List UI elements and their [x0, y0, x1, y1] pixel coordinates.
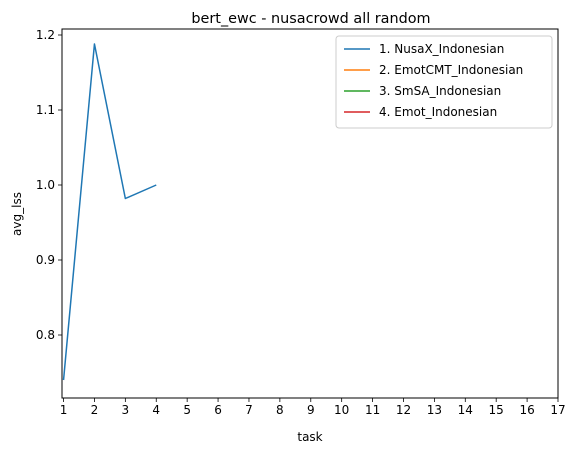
chart-title: bert_ewc - nusacrowd all random — [191, 11, 430, 27]
y-tick-label: 1.0 — [36, 178, 55, 192]
x-tick-label: 12 — [396, 403, 411, 417]
x-tick-label: 16 — [519, 403, 534, 417]
x-tick-label: 5 — [183, 403, 191, 417]
y-axis-label: avg_lss — [10, 192, 24, 236]
x-tick-label: 15 — [489, 403, 504, 417]
x-tick-label: 1 — [60, 403, 68, 417]
x-tick-label: 4 — [152, 403, 160, 417]
plot-group — [62, 43, 157, 381]
x-tick-label: 10 — [334, 403, 349, 417]
legend-entry-label: 3. SmSA_Indonesian — [379, 84, 501, 98]
y-tick-label: 1.2 — [36, 28, 55, 42]
legend: 1. NusaX_Indonesian 2. EmotCMT_Indonesian… — [335, 35, 553, 129]
y-tick-label: 0.9 — [36, 253, 55, 267]
legend-entry-label: 4. Emot_Indonesian — [379, 105, 497, 119]
x-axis-label: task — [297, 430, 322, 444]
x-tick-label: 13 — [427, 403, 442, 417]
x-tick-label: 7 — [245, 403, 253, 417]
x-tick-label: 8 — [276, 403, 284, 417]
x-axis-ticks: 1 2 3 4 5 6 7 8 9 10 11 12 13 14 15 16 17 — [60, 398, 566, 417]
y-tick-label: 1.1 — [36, 103, 55, 117]
legend-box — [335, 35, 553, 129]
x-tick-label: 17 — [550, 403, 565, 417]
x-tick-label: 3 — [122, 403, 130, 417]
series-line-1 — [62, 43, 157, 381]
x-tick-label: 9 — [307, 403, 315, 417]
y-axis-ticks: 0.8 0.9 1.0 1.1 1.2 — [36, 28, 62, 342]
legend-entry-label: 1. NusaX_Indonesian — [379, 42, 504, 56]
y-tick-label: 0.8 — [36, 328, 55, 342]
x-tick-label: 14 — [458, 403, 473, 417]
x-tick-label: 6 — [214, 403, 222, 417]
x-tick-label: 11 — [365, 403, 380, 417]
legend-entry-label: 2. EmotCMT_Indonesian — [379, 63, 523, 77]
x-tick-label: 2 — [91, 403, 99, 417]
